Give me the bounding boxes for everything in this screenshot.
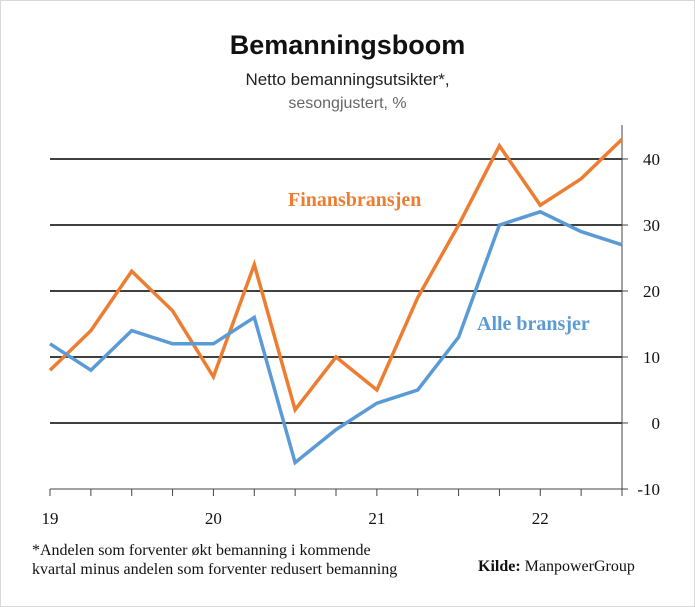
source-label: Kilde: — [478, 558, 521, 575]
y-tick-label: 30 — [643, 216, 660, 235]
footnote: *Andelen som forventer økt bemanning i k… — [32, 541, 397, 579]
y-tick-label: 10 — [643, 348, 660, 367]
y-tick-label: -10 — [637, 480, 660, 499]
x-tick-label: 22 — [532, 509, 549, 528]
x-tick-label: 19 — [42, 509, 59, 528]
series-label: Alle bransjer — [477, 313, 590, 335]
source-value: ManpowerGroup — [524, 558, 635, 575]
chart-subtitle-unit: sesongjustert, % — [288, 95, 407, 112]
y-tick-label: 0 — [652, 414, 661, 433]
chart-title: Bemanningsboom — [229, 30, 466, 60]
chart-subtitle: Netto bemanningsutsikter*, — [245, 70, 450, 89]
series-label: Finansbransjen — [288, 189, 421, 211]
source-credit: Kilde: ManpowerGroup — [478, 558, 635, 576]
y-tick-label: 40 — [643, 150, 660, 169]
y-tick-label: 20 — [643, 282, 660, 301]
x-tick-label: 20 — [205, 509, 222, 528]
series-line-2 — [49, 209, 623, 466]
series-line-1 — [48, 137, 624, 414]
footnote-line-2: kvartal minus andelen som forventer redu… — [32, 561, 398, 578]
x-tick-label: 21 — [368, 509, 385, 528]
footnote-line-1: *Andelen som forventer økt bemanning i k… — [32, 542, 371, 559]
